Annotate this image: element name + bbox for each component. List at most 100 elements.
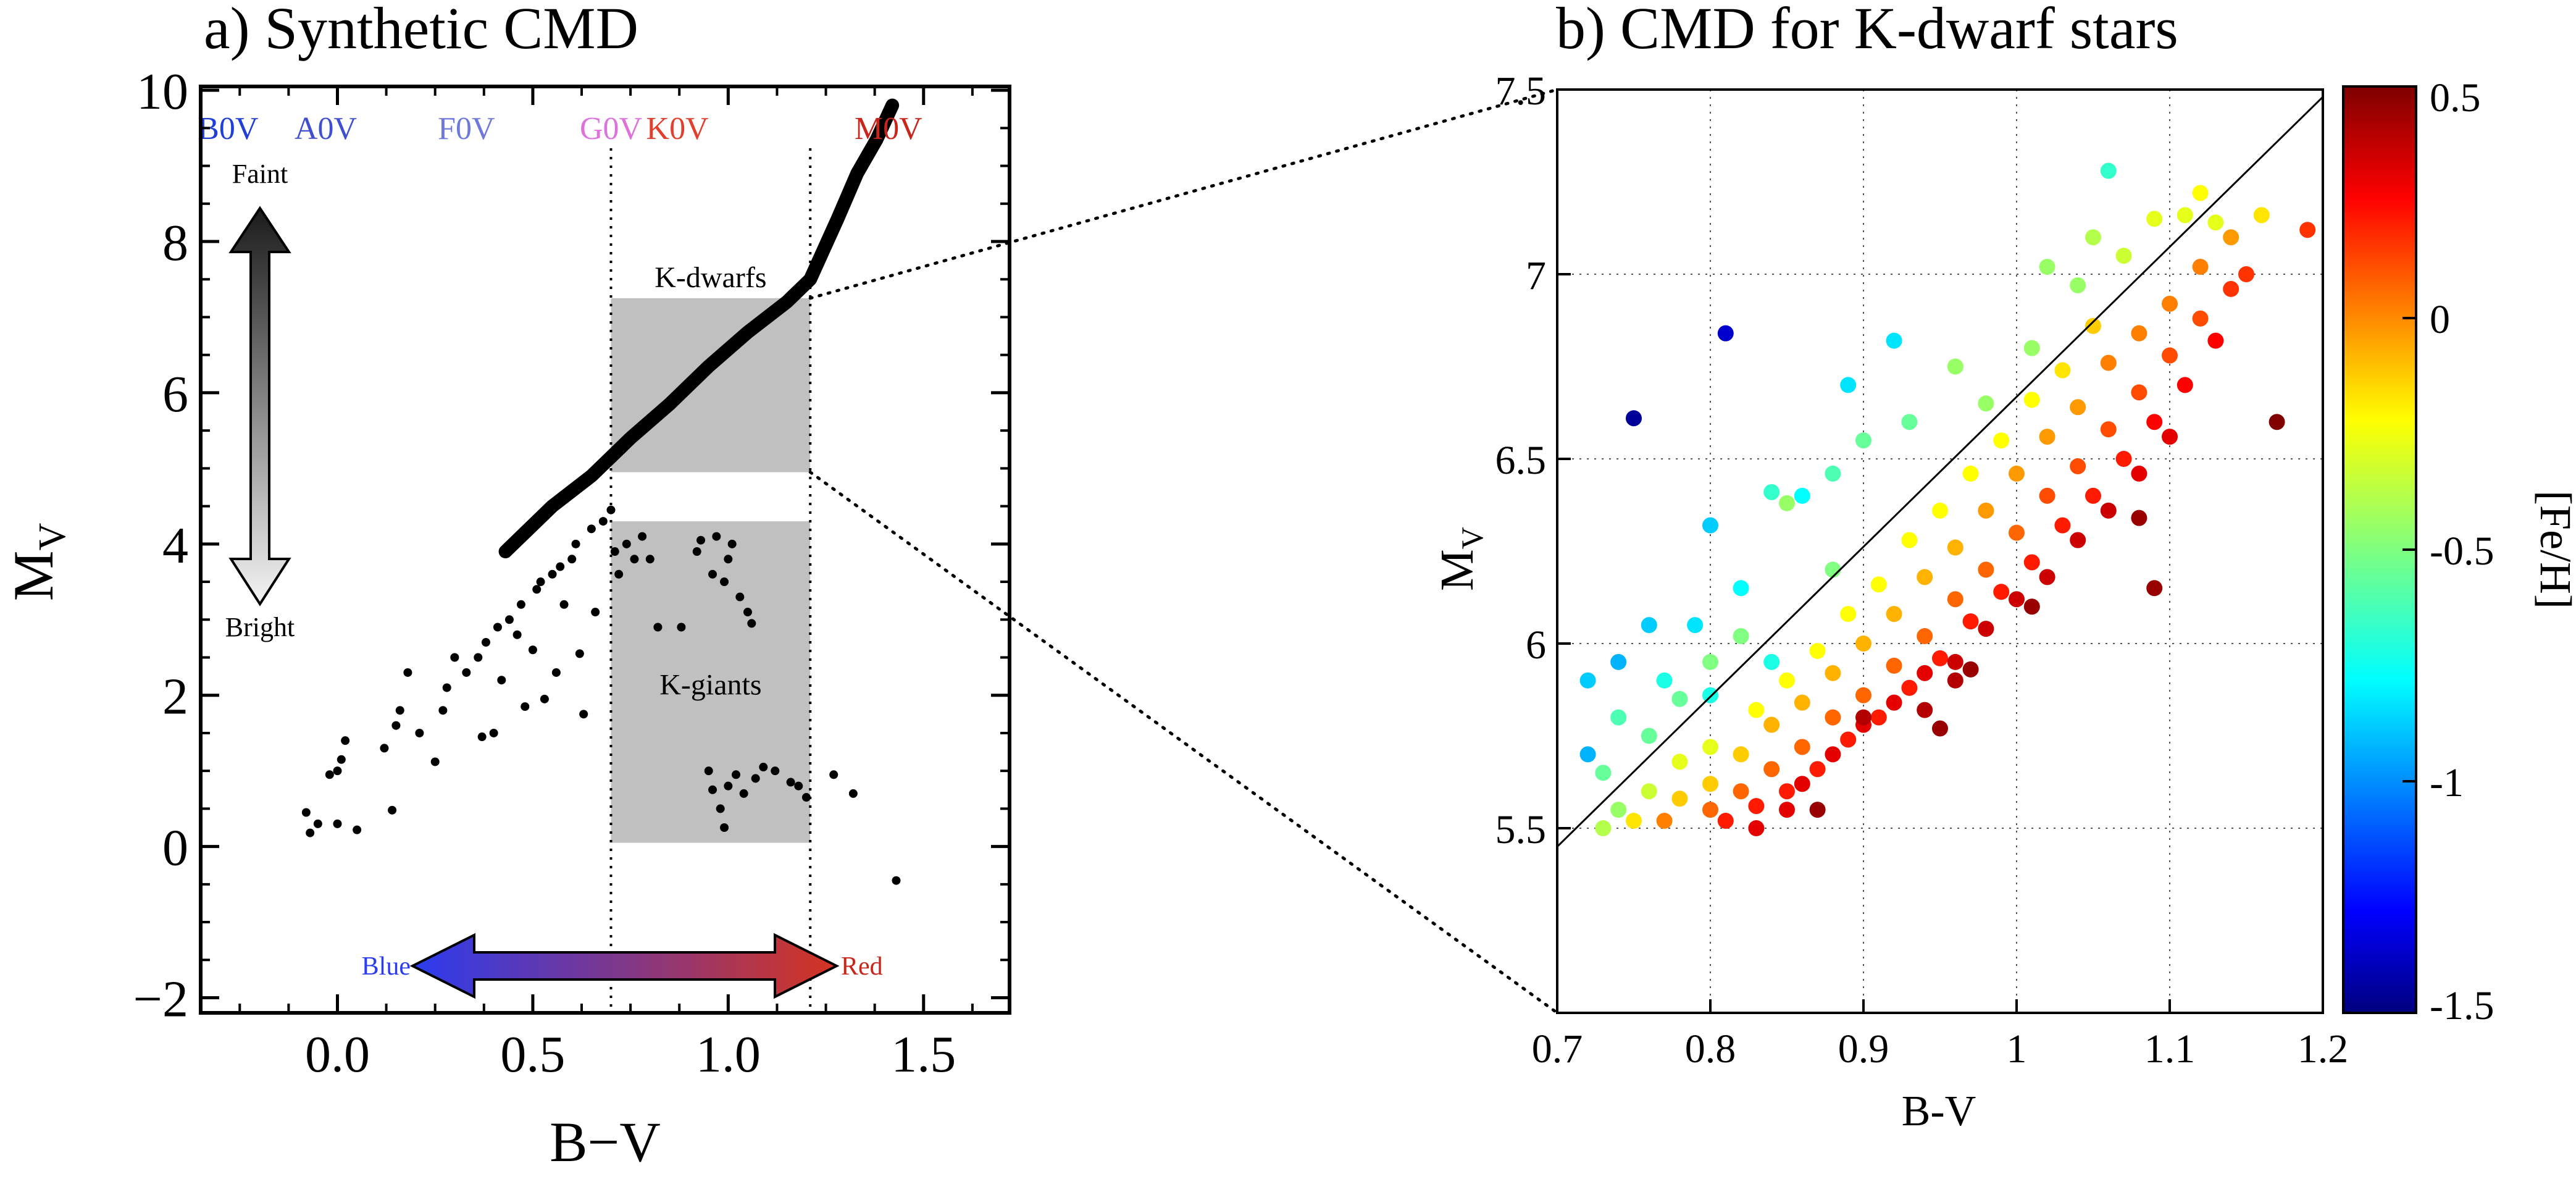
- a-point-75: [848, 789, 858, 798]
- b-point-13: [1825, 465, 1841, 482]
- a-point-39: [587, 524, 596, 534]
- b-point-51: [1671, 791, 1688, 807]
- a-point-44: [614, 569, 624, 579]
- b-point-135: [1794, 487, 1810, 504]
- cb-tick-label-2: -0.5: [2430, 529, 2494, 574]
- b-xtick-label-5: 1.2: [2298, 1026, 2349, 1072]
- b-point-94: [1840, 731, 1857, 748]
- b-xtick-label-1: 0.8: [1685, 1026, 1736, 1072]
- b-x-label: B-V: [1902, 1088, 1976, 1135]
- spectral-type-1: A0V: [295, 111, 357, 146]
- b-point-88: [2223, 280, 2239, 297]
- a-point-52: [696, 535, 706, 545]
- b-plot-frame: [1556, 88, 2324, 1014]
- panel-b-title: b) CMD for K-dwarf stars: [1556, 0, 2178, 61]
- b-ytick-label-0: 5.5: [1495, 807, 1547, 852]
- b-point-133: [2253, 207, 2270, 224]
- b-point-100: [2023, 554, 2040, 571]
- b-point-31: [1702, 653, 1718, 670]
- b-point-113: [1917, 665, 1933, 681]
- b-point-46: [1993, 432, 2010, 449]
- a-ytick-label-3: 4: [162, 517, 188, 574]
- b-point-4: [1610, 653, 1627, 670]
- b-point-84: [2100, 421, 2117, 438]
- b-point-116: [2009, 591, 2025, 608]
- b-point-127: [2023, 598, 2040, 615]
- b-point-66: [2131, 325, 2147, 342]
- b-ytick-label-1: 6: [1526, 623, 1546, 668]
- b-point-123: [1917, 702, 1933, 718]
- b-point-95: [1870, 709, 1887, 726]
- b-point-109: [1794, 776, 1810, 792]
- a-y-label-sub: V: [31, 522, 73, 550]
- b-point-21: [2070, 277, 2086, 293]
- connector-bottom: [808, 470, 1559, 1015]
- panel-b-kdwarf-cmd: b) CMD for K-dwarf stars 0.7 0.8 0.9 1 1.1 1.…: [1431, 0, 2576, 1135]
- b-point-56: [1825, 665, 1841, 681]
- a-point-24: [493, 623, 502, 632]
- a-point-50: [677, 623, 686, 632]
- b-point-83: [2070, 458, 2086, 474]
- a-point-55: [720, 577, 729, 587]
- b-point-1: [1717, 325, 1734, 342]
- a-point-68: [751, 774, 760, 783]
- a-point-21: [477, 732, 487, 742]
- a-point-22: [481, 638, 490, 647]
- b-point-110: [1825, 746, 1841, 763]
- a-point-14: [415, 728, 424, 737]
- a-point-71: [786, 778, 795, 787]
- b-point-53: [1733, 746, 1749, 763]
- b-point-75: [1825, 709, 1841, 726]
- a-point-30: [528, 645, 537, 655]
- b-point-34: [1595, 820, 1612, 836]
- a-point-56: [724, 555, 733, 564]
- a-ytick-label-5: 8: [162, 214, 188, 272]
- b-y-axis: 5.5 6 6.5 7 7.5: [1495, 69, 1571, 852]
- a-point-77: [536, 577, 545, 587]
- b-point-16: [1901, 414, 1918, 430]
- b-point-26: [2192, 185, 2209, 201]
- a-y-axis: −2 0 2 4 6 8 10: [133, 63, 1010, 1028]
- a-point-49: [653, 623, 663, 632]
- b-point-73: [1763, 761, 1780, 778]
- b-point-139: [1656, 672, 1673, 689]
- a-ytick-label-6: 10: [136, 63, 188, 120]
- b-point-104: [2146, 414, 2163, 430]
- b-point-37: [1702, 739, 1718, 755]
- b-point-126: [1962, 661, 1979, 678]
- b-ytick-label-2: 6.5: [1495, 438, 1547, 483]
- b-point-42: [1870, 576, 1887, 593]
- a-point-74: [829, 770, 838, 779]
- cb-tick-label-1: 0: [2430, 297, 2450, 342]
- b-point-96: [1901, 679, 1918, 696]
- blue-label: Blue: [362, 952, 411, 981]
- b-point-92: [1779, 783, 1795, 800]
- b-point-138: [1702, 687, 1718, 703]
- b-point-40: [1809, 642, 1826, 659]
- b-xtick-label-3: 1: [2007, 1026, 2027, 1072]
- a-plot-frame: [199, 85, 1011, 1015]
- b-point-14: [1779, 495, 1795, 511]
- b-point-12: [1763, 484, 1780, 500]
- a-point-46: [630, 555, 639, 564]
- connector-top: [808, 88, 1559, 300]
- b-point-108: [1779, 802, 1795, 818]
- b-point-2: [1579, 672, 1596, 689]
- a-points: [301, 505, 901, 885]
- b-point-130: [1809, 802, 1826, 818]
- b-point-70: [1656, 813, 1673, 829]
- b-ytick-label-3: 7: [1526, 253, 1546, 298]
- a-y-label: MV: [2, 522, 73, 601]
- b-point-89: [2238, 266, 2254, 282]
- a-point-9: [380, 744, 389, 753]
- b-point-35: [1641, 783, 1657, 800]
- b-point-81: [2009, 524, 2025, 541]
- panel-a-title: a) Synthetic CMD: [204, 0, 638, 61]
- a-point-4: [333, 766, 342, 776]
- b-y-label-sub: V: [1455, 527, 1489, 549]
- b-point-77: [1886, 657, 1902, 674]
- a-x-axis: 0.0 0.5 1.0 1.5: [238, 86, 974, 1083]
- a-xtick-label-2: 1.0: [696, 1026, 761, 1083]
- b-point-15: [1855, 432, 1871, 449]
- b-point-64: [2070, 399, 2086, 416]
